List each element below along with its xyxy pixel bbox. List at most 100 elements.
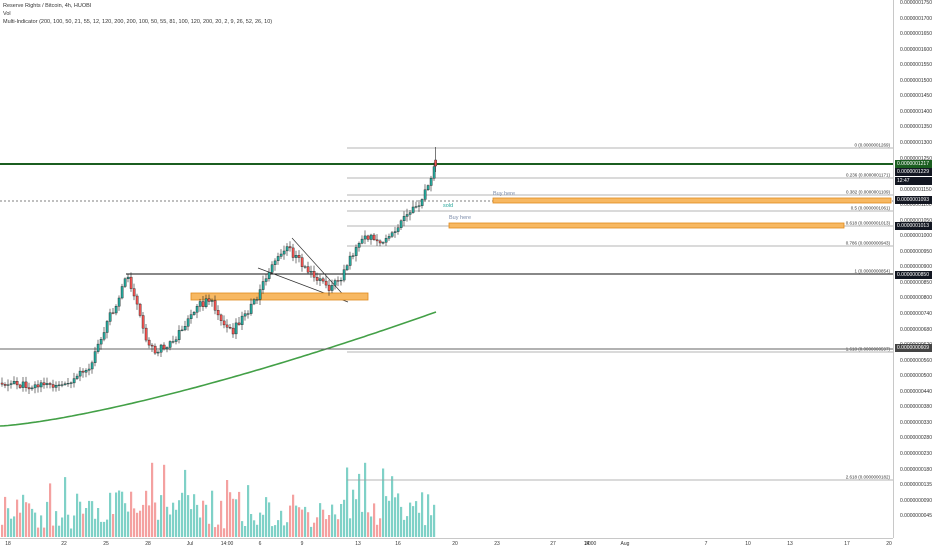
candle-body xyxy=(120,286,124,299)
volume-bar xyxy=(244,526,247,537)
volume-bar xyxy=(55,511,58,537)
volume-bar xyxy=(76,493,79,537)
price-tag: 0.0000001217 xyxy=(895,160,932,168)
candle-body xyxy=(60,384,64,386)
candle-body xyxy=(132,288,136,297)
time-tick-label: 7 xyxy=(704,541,708,547)
volume-bar xyxy=(43,527,46,537)
volume-bar xyxy=(205,504,208,537)
volume-bar xyxy=(241,521,244,537)
time-tick-label: 25 xyxy=(103,541,109,547)
volume-bar xyxy=(232,498,235,537)
volume-bar xyxy=(178,500,181,537)
volume-bar xyxy=(370,516,373,537)
price-tick-label: 0.0000001100 xyxy=(900,202,932,209)
candle-body xyxy=(399,220,403,228)
candle-body xyxy=(144,327,148,341)
volume-bar xyxy=(145,490,148,537)
volume-bar xyxy=(124,503,127,537)
volume-bar xyxy=(250,514,253,537)
volume-bar xyxy=(61,517,64,537)
price-tick-label: 0.0000001300 xyxy=(900,139,932,146)
volume-bar xyxy=(19,512,22,537)
fib-level-label: 1 (0.0000000854) xyxy=(854,269,890,274)
volume-bar xyxy=(22,494,25,537)
volume-bar xyxy=(427,494,430,537)
volume-bar xyxy=(397,493,400,537)
volume-bar xyxy=(100,521,103,537)
candle-body xyxy=(51,384,55,388)
candle-body xyxy=(270,264,274,273)
volume-bar xyxy=(340,504,343,537)
candle-body xyxy=(48,383,52,385)
candle-body xyxy=(423,189,427,200)
price-plot[interactable]: 0 (0.0000001269) 0.236 (0.0000001171) 0.38… xyxy=(0,0,893,538)
volume-bar xyxy=(382,468,385,537)
volume-bar xyxy=(238,491,241,537)
candle-body xyxy=(303,266,307,268)
candle-body xyxy=(282,250,286,255)
volume-bar xyxy=(73,515,76,537)
candle-body xyxy=(390,232,394,237)
candle-body xyxy=(12,381,16,384)
candle-body xyxy=(30,387,34,390)
time-axis[interactable]: 18 22 25 28 Jul 14:00 6 9 13 16 20 23 27 30 14:00 Aug 7 1… xyxy=(0,538,893,551)
time-tick-label: Aug xyxy=(620,541,630,547)
candle-body xyxy=(174,339,178,342)
volume-bar xyxy=(184,469,187,537)
volume-bar xyxy=(214,527,217,537)
candle-body xyxy=(237,322,241,325)
candle-body xyxy=(162,344,166,350)
candle-body xyxy=(231,327,235,335)
volume-bar xyxy=(118,490,121,537)
volume-bar xyxy=(412,506,415,537)
fib-level-label: 0.618 (0.0000001013) xyxy=(846,221,891,226)
candle-body xyxy=(234,322,238,335)
price-axis[interactable]: 0.0000001750 0.0000001700 0.0000001650 0.00… xyxy=(893,0,932,538)
volume-bar xyxy=(10,518,13,537)
volume-bar xyxy=(220,500,223,537)
volume-bar xyxy=(52,525,55,537)
volume-bar xyxy=(358,473,361,537)
volume-bar xyxy=(208,523,211,537)
candle-body xyxy=(434,159,437,167)
buy-here-label: Buy here xyxy=(449,215,471,221)
horizontal-lines xyxy=(0,163,893,350)
volume-bar xyxy=(37,527,40,537)
volume-bar xyxy=(7,508,10,537)
candle-body xyxy=(99,339,103,345)
candle-body xyxy=(3,384,7,386)
candle-body xyxy=(108,312,112,322)
candle-body xyxy=(135,295,139,305)
volume-bar xyxy=(304,506,307,537)
volume-bar xyxy=(310,526,313,537)
buy-zone-box xyxy=(190,292,369,301)
volume-bar xyxy=(202,500,205,537)
candle-body xyxy=(405,214,409,217)
candle-body xyxy=(402,216,406,222)
volume-bar xyxy=(16,499,19,537)
candle-body xyxy=(330,285,334,291)
candle-body xyxy=(294,255,298,258)
volume-bar xyxy=(229,492,232,537)
candle-body xyxy=(255,299,259,301)
volume-bar xyxy=(40,515,43,537)
price-tick-label: 0.0000001750 xyxy=(900,0,932,6)
volume-bar xyxy=(280,510,283,537)
price-tick-label: 0.0000001650 xyxy=(900,31,932,38)
volume-bar xyxy=(94,518,97,537)
candle-body xyxy=(186,318,190,327)
candle-body xyxy=(69,382,73,384)
volume-bar xyxy=(301,509,304,537)
volume-bar xyxy=(49,483,52,537)
candle-body xyxy=(93,351,97,363)
price-tick-label: 0.0000001400 xyxy=(900,108,932,115)
volume-bar xyxy=(289,505,292,537)
candle-body xyxy=(111,312,115,314)
candle-body xyxy=(357,242,361,248)
candle-body xyxy=(36,384,40,388)
volume-bar xyxy=(391,476,394,537)
volume-bar xyxy=(262,514,265,537)
candle-body xyxy=(141,315,145,329)
